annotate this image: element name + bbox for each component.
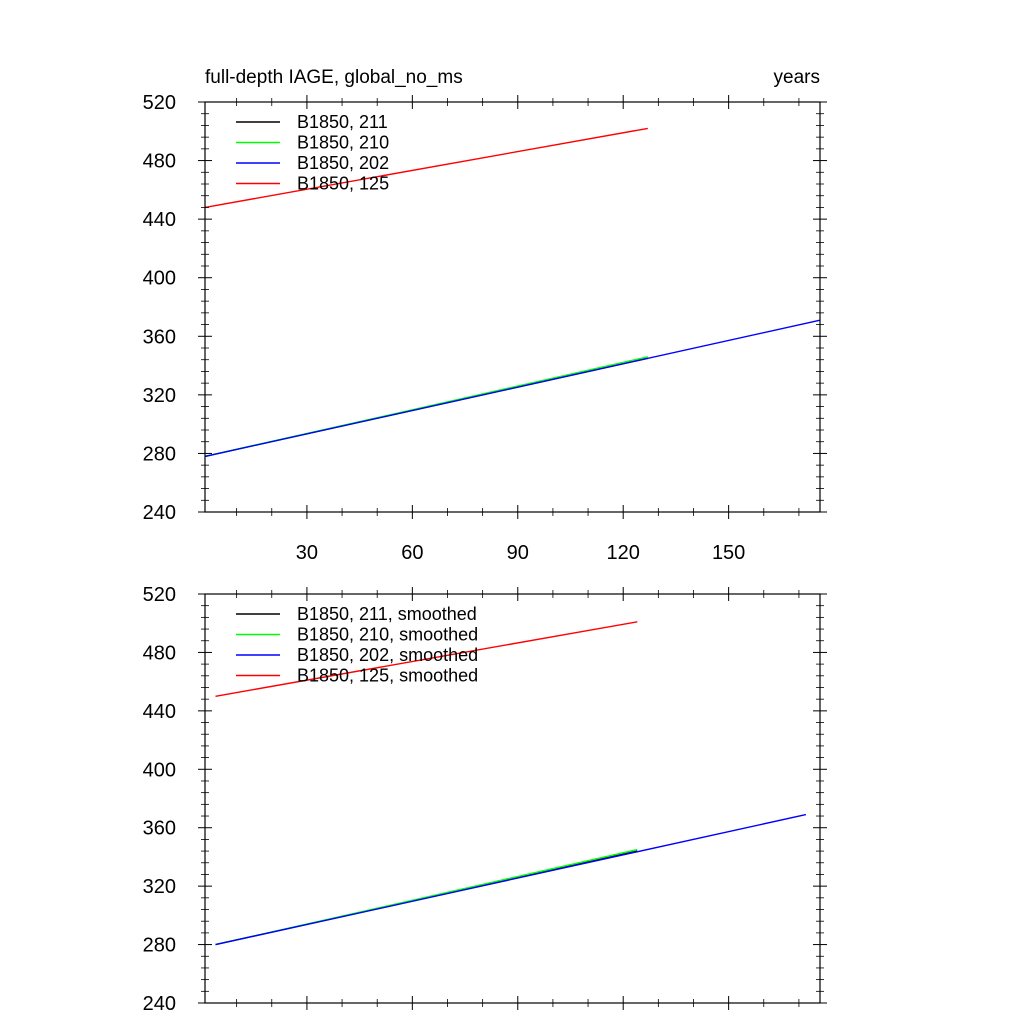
- x-tick-label: 60: [401, 542, 423, 564]
- legend-label-2: B1850, 202, smoothed: [297, 645, 478, 665]
- y-tick-label: 360: [143, 326, 176, 348]
- x-tick-label: 150: [712, 542, 745, 564]
- series-line-3: [204, 127, 648, 209]
- x-tick-label: 120: [607, 542, 640, 564]
- panel-title-right: years: [774, 67, 820, 88]
- y-tick-label: 320: [143, 385, 176, 407]
- y-tick-label: 240: [143, 993, 176, 1015]
- y-tick-label: 280: [143, 935, 176, 957]
- legend-label-0: B1850, 211: [297, 112, 388, 132]
- legend-label-1: B1850, 210, smoothed: [297, 625, 478, 645]
- plot-frame: [204, 593, 821, 1004]
- y-tick-label: 240: [143, 502, 176, 524]
- y-tick-label: 360: [143, 818, 176, 840]
- x-tick-label: 90: [507, 542, 529, 564]
- y-tick-label: 440: [143, 701, 176, 723]
- series-line-3: [215, 621, 638, 697]
- x-tick-label: 30: [296, 542, 318, 564]
- legend-label-2: B1850, 202: [297, 153, 389, 173]
- plot-frame: [204, 101, 821, 513]
- legend-label-1: B1850, 210: [297, 133, 389, 153]
- y-tick-label: 480: [143, 151, 176, 173]
- legend-label-3: B1850, 125, smoothed: [297, 666, 478, 686]
- y-tick-label: 400: [143, 759, 176, 781]
- bottom-panel: 240 280 320 360 400 440 480 520 B1850, 211, smoo…: [143, 584, 827, 1015]
- y-tick-label: 480: [143, 642, 176, 664]
- y-tick-label: 280: [143, 443, 176, 465]
- y-tick-label: 320: [143, 876, 176, 898]
- legend-label-3: B1850, 125: [297, 174, 389, 194]
- y-tick-label: 520: [143, 92, 176, 114]
- legend-label-0: B1850, 211, smoothed: [297, 604, 477, 624]
- y-tick-label: 400: [143, 268, 176, 290]
- panel-title-left: full-depth IAGE, global_no_ms: [205, 67, 463, 88]
- top-panel: full-depth IAGE, global_no_ms years 240 2…: [143, 67, 827, 564]
- series-line-2: [204, 319, 821, 458]
- y-tick-label: 440: [143, 209, 176, 231]
- series-line-2: [215, 813, 807, 946]
- y-tick-label: 520: [143, 584, 176, 606]
